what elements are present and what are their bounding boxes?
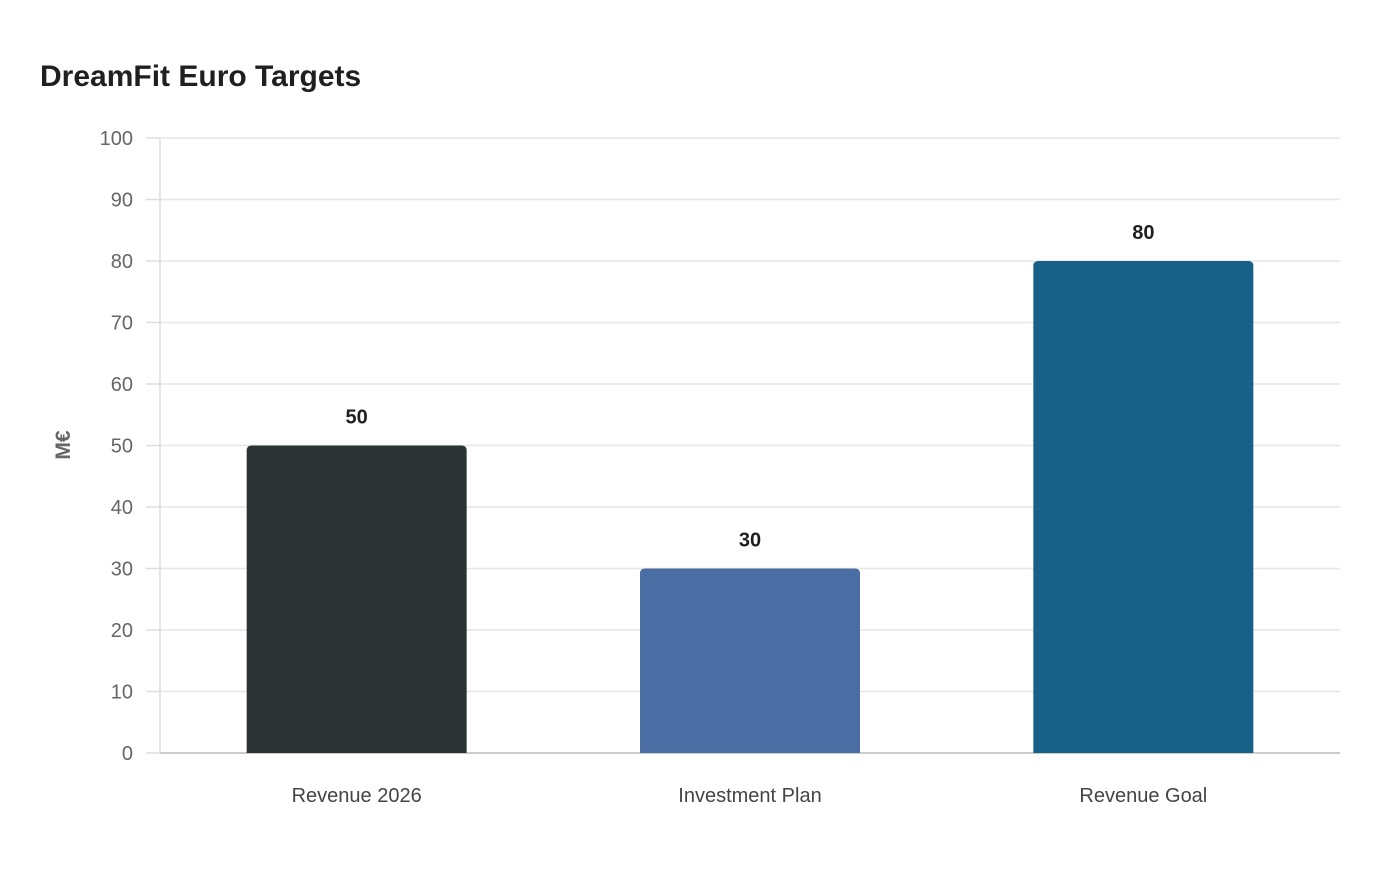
y-tick-label: 80	[111, 251, 133, 273]
y-tick-label: 20	[111, 620, 133, 642]
y-tick-label: 10	[111, 682, 133, 704]
chart-title: DreamFit Euro Targets	[40, 60, 362, 93]
y-tick-label: 100	[100, 128, 133, 150]
y-tick-label: 90	[111, 190, 133, 212]
y-tick-label: 30	[111, 559, 133, 581]
y-tick-label: 70	[111, 313, 133, 335]
y-tick-labels: 0 10 20 30 40 50 60 70 80 90 100	[100, 128, 133, 765]
category-label: Investment Plan	[678, 785, 821, 807]
bars	[246, 261, 1254, 753]
category-labels: Revenue 2026 Investment Plan Revenue Goal	[292, 785, 1208, 807]
bar	[246, 445, 467, 753]
category-label: Revenue Goal	[1079, 785, 1207, 807]
data-label: 80	[1132, 222, 1154, 244]
data-label: 50	[346, 407, 368, 429]
bar	[640, 568, 860, 753]
bar	[1033, 261, 1254, 753]
category-label: Revenue 2026	[292, 785, 422, 807]
data-label: 30	[739, 530, 761, 552]
y-tick-label: 0	[122, 743, 133, 765]
y-tick-label: 60	[111, 374, 133, 396]
y-tick-label: 40	[111, 497, 133, 519]
data-labels: 50 30 80	[346, 222, 1155, 552]
y-axis-title: M€	[52, 430, 75, 459]
y-tick-label: 50	[111, 436, 133, 458]
